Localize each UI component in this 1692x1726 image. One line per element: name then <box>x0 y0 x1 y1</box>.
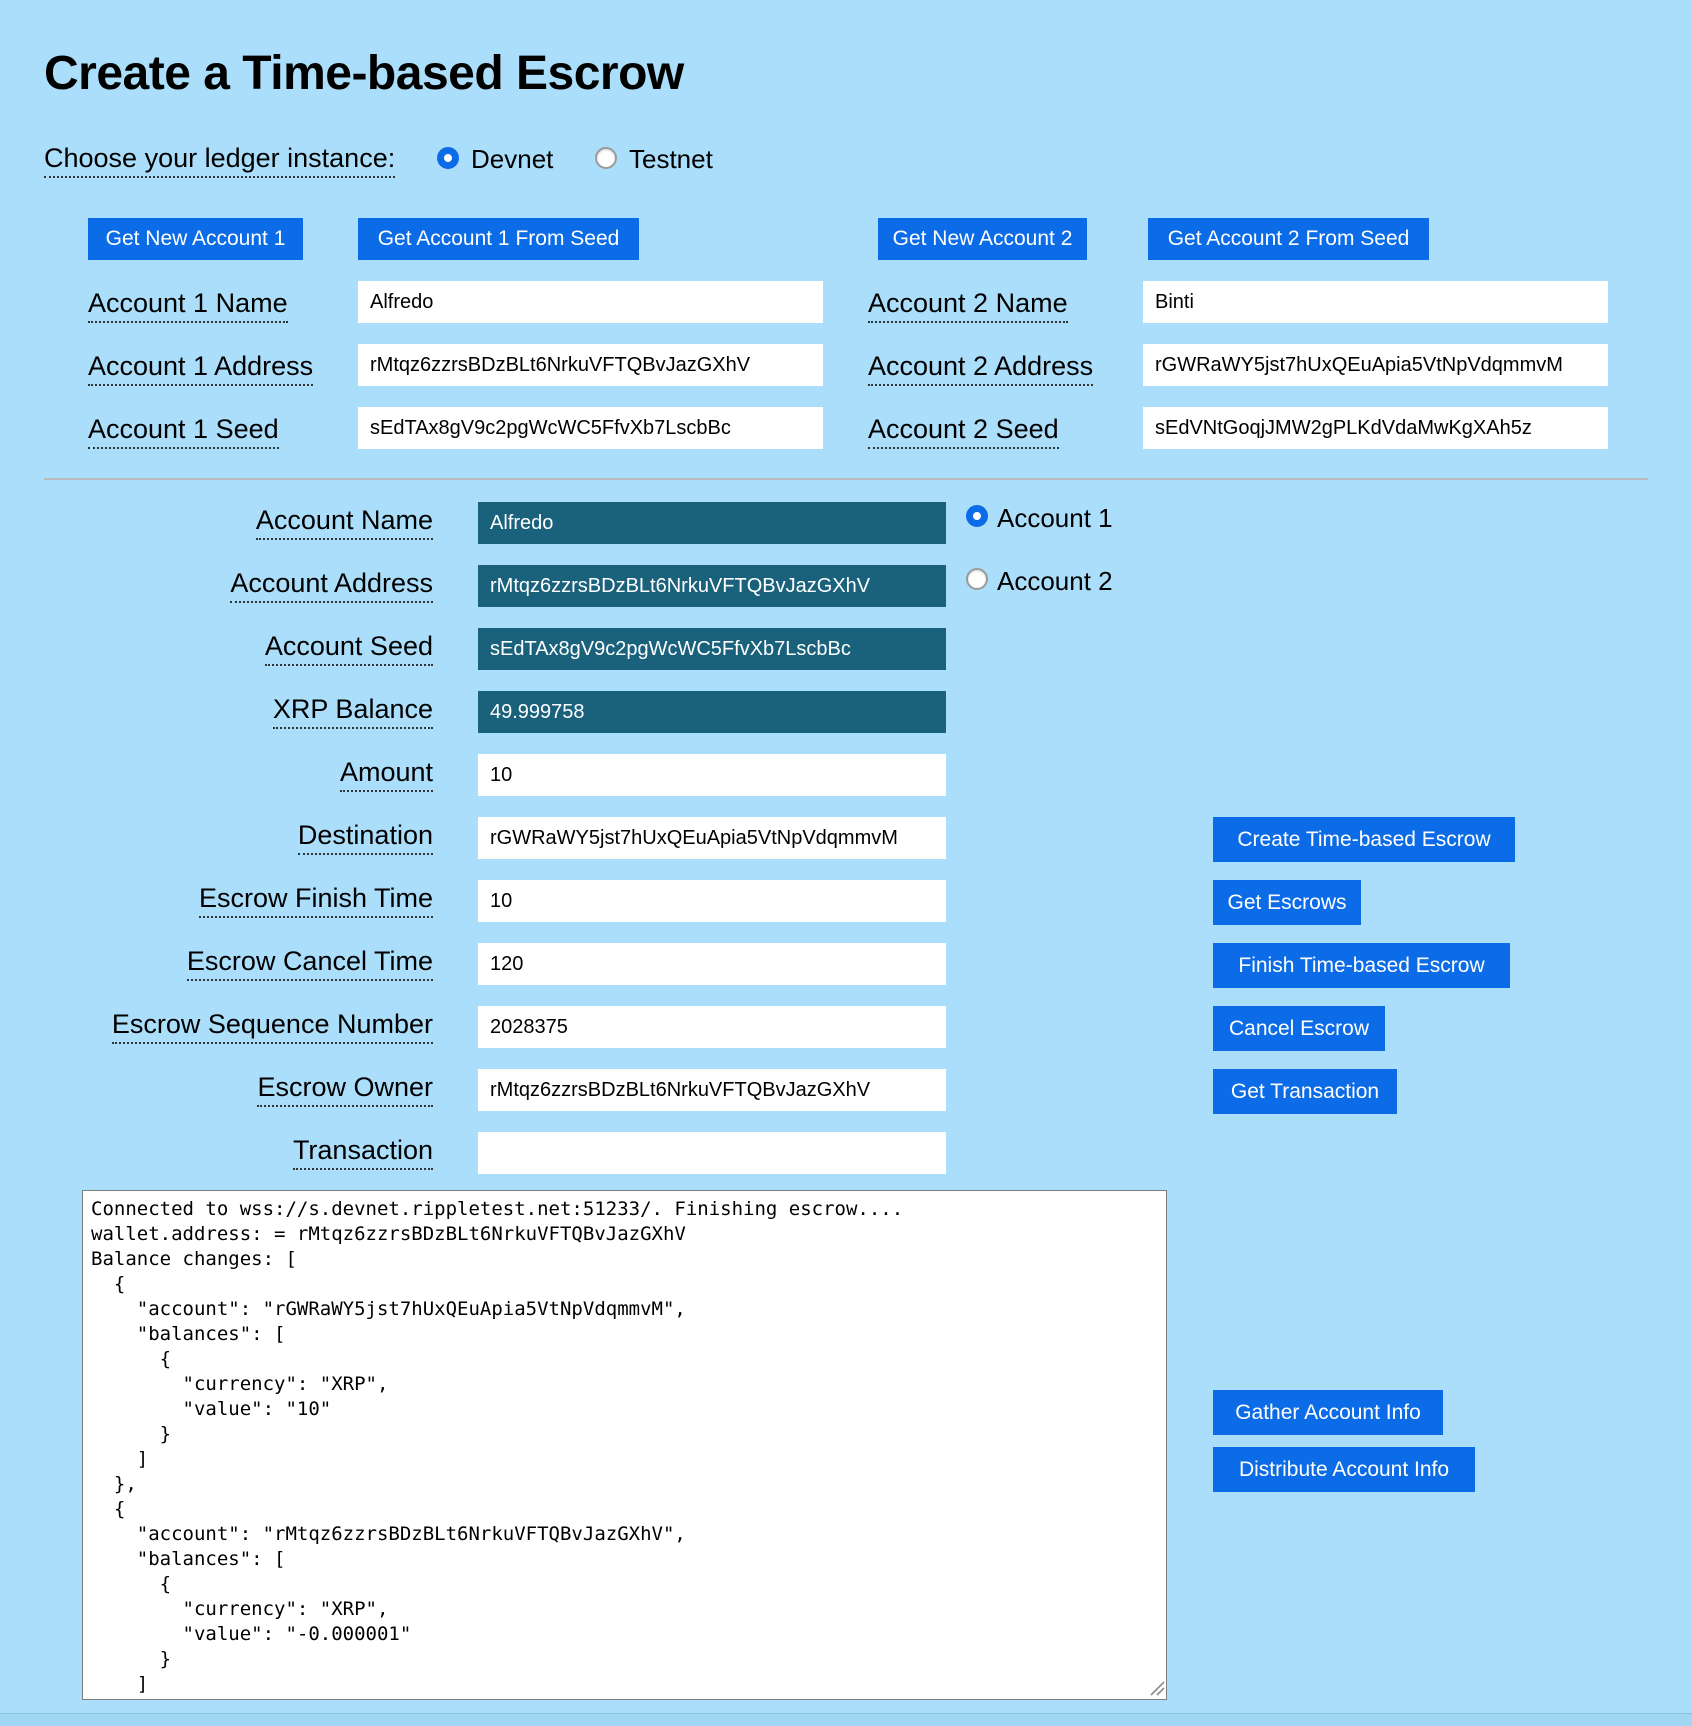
account1-address-label: Account 1 Address <box>88 351 314 387</box>
account-address-field[interactable] <box>478 565 946 607</box>
amount-input[interactable] <box>478 754 946 796</box>
escrow-owner-input[interactable] <box>478 1069 946 1111</box>
account1-select-radio[interactable] <box>966 505 988 527</box>
devnet-radio[interactable] <box>437 147 459 169</box>
escrow-cancel-time-input[interactable] <box>478 943 946 985</box>
get-account1-from-seed-button[interactable]: Get Account 1 From Seed <box>358 218 639 260</box>
bottom-edge <box>0 1713 1692 1726</box>
account2-seed-input[interactable] <box>1143 407 1608 449</box>
ledger-instance-label: Choose your ledger instance: <box>44 143 396 179</box>
account-name-label: Account Name <box>255 505 433 541</box>
gather-account-info-button[interactable]: Gather Account Info <box>1213 1390 1443 1435</box>
account1-name-label: Account 1 Name <box>88 288 288 324</box>
account-seed-label: Account Seed <box>264 631 433 667</box>
results-textarea[interactable]: Connected to wss://s.devnet.rippletest.n… <box>82 1190 1167 1700</box>
testnet-radio-label[interactable]: Testnet <box>629 144 713 174</box>
escrow-sequence-number-input[interactable] <box>478 1006 946 1048</box>
get-account2-from-seed-button[interactable]: Get Account 2 From Seed <box>1148 218 1429 260</box>
account2-name-input[interactable] <box>1143 281 1608 323</box>
escrow-sequence-number-label: Escrow Sequence Number <box>111 1009 433 1045</box>
account1-seed-label: Account 1 Seed <box>88 414 279 450</box>
get-new-account1-button[interactable]: Get New Account 1 <box>88 218 303 260</box>
account-address-label: Account Address <box>230 568 433 604</box>
transaction-label: Transaction <box>292 1135 433 1171</box>
account2-address-label: Account 2 Address <box>868 351 1094 387</box>
account2-seed-label: Account 2 Seed <box>868 414 1059 450</box>
account2-select-radio[interactable] <box>966 568 988 590</box>
account2-address-input[interactable] <box>1143 344 1608 386</box>
page-title: Create a Time-based Escrow <box>44 47 684 100</box>
textarea-resize-handle[interactable] <box>1147 1678 1165 1696</box>
cancel-escrow-button[interactable]: Cancel Escrow <box>1213 1006 1385 1051</box>
amount-label: Amount <box>339 757 433 793</box>
get-new-account2-button[interactable]: Get New Account 2 <box>878 218 1087 260</box>
section-divider <box>44 478 1648 480</box>
account1-address-input[interactable] <box>358 344 823 386</box>
escrow-finish-time-input[interactable] <box>478 880 946 922</box>
escrow-cancel-time-label: Escrow Cancel Time <box>186 946 433 982</box>
escrow-finish-time-label: Escrow Finish Time <box>198 883 433 919</box>
account-seed-field[interactable] <box>478 628 946 670</box>
account2-name-label: Account 2 Name <box>868 288 1068 324</box>
xrp-balance-label: XRP Balance <box>272 694 433 730</box>
get-escrows-button[interactable]: Get Escrows <box>1213 880 1361 925</box>
devnet-radio-label[interactable]: Devnet <box>471 144 554 174</box>
finish-time-based-escrow-button[interactable]: Finish Time-based Escrow <box>1213 943 1510 988</box>
account2-select-label[interactable]: Account 2 <box>997 566 1113 596</box>
account-name-field[interactable] <box>478 502 946 544</box>
testnet-radio[interactable] <box>595 147 617 169</box>
destination-label: Destination <box>297 820 433 856</box>
account1-select-label[interactable]: Account 1 <box>997 503 1113 533</box>
escrow-owner-label: Escrow Owner <box>257 1072 433 1108</box>
create-time-based-escrow-button[interactable]: Create Time-based Escrow <box>1213 817 1515 862</box>
distribute-account-info-button[interactable]: Distribute Account Info <box>1213 1447 1475 1492</box>
get-transaction-button[interactable]: Get Transaction <box>1213 1069 1397 1114</box>
xrp-balance-field[interactable] <box>478 691 946 733</box>
account1-name-input[interactable] <box>358 281 823 323</box>
account1-seed-input[interactable] <box>358 407 823 449</box>
transaction-input[interactable] <box>478 1132 946 1174</box>
destination-input[interactable] <box>478 817 946 859</box>
